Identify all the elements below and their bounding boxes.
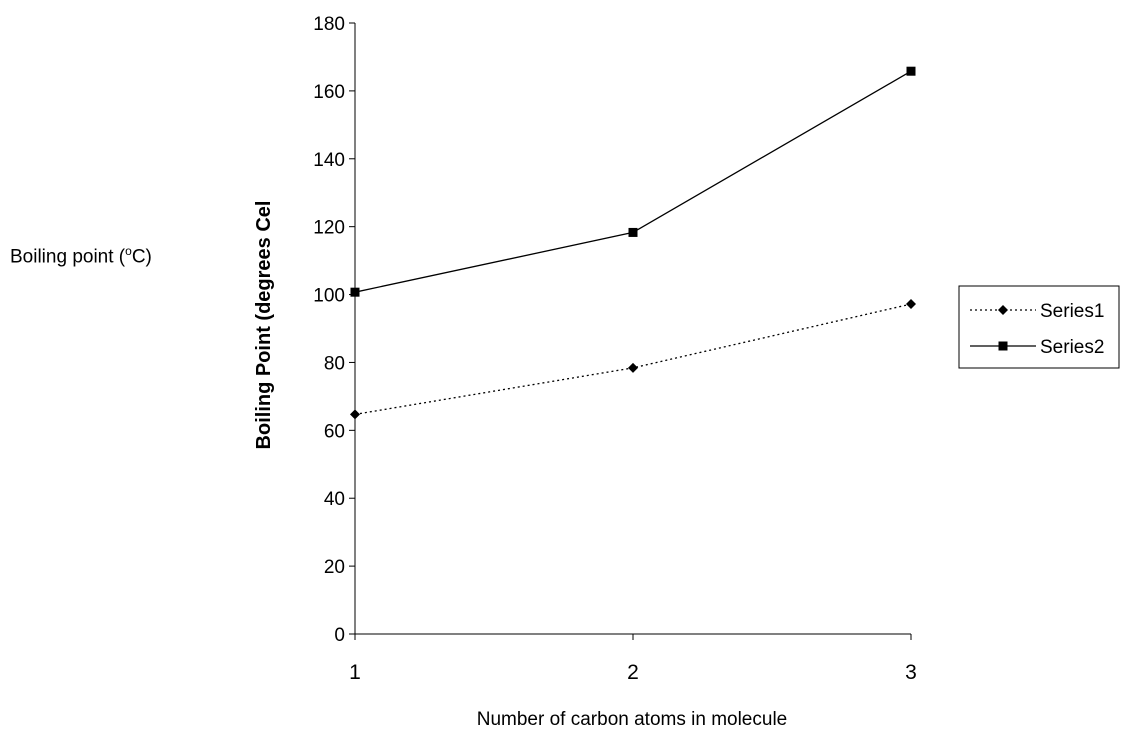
y-tick-label: 80 [324, 353, 345, 374]
outer-label-prefix: Boiling point ( [10, 246, 126, 268]
series-1-line [354, 303, 912, 416]
legend-marker-1 [998, 305, 1008, 315]
y-tick-label: 40 [324, 489, 345, 510]
x-tick-label: 3 [905, 661, 917, 684]
y-tick-label: 60 [324, 421, 345, 442]
series-2-point [628, 227, 638, 237]
x-tick-label: 1 [349, 661, 361, 684]
series-2-point [350, 287, 360, 297]
x-axis-title: Number of carbon atoms in molecule [477, 709, 787, 730]
x-tick-label: 2 [627, 661, 639, 684]
legend-marker-2 [998, 341, 1008, 351]
y-tick-label: 160 [313, 82, 345, 103]
series-2 [350, 66, 916, 297]
series-1-point [350, 409, 360, 420]
axes-layer: 0 20 40 60 80 100 120 140 160 180 1 2 3 [313, 14, 917, 684]
legend-box [958, 285, 1120, 369]
series-2-line [354, 70, 912, 293]
series-2-point [906, 66, 916, 76]
series-1-point [628, 362, 638, 373]
legend-label-2: Series2 [1040, 337, 1104, 358]
series-1 [350, 299, 916, 420]
y-tick-label: 120 [313, 218, 345, 239]
y-tick-label: 0 [334, 625, 345, 646]
outer-label-superscript: o [125, 244, 132, 258]
series-1-point [906, 299, 916, 310]
legend: Series1 Series2 [958, 285, 1120, 369]
y-tick-label: 180 [313, 14, 345, 35]
y-tick-label: 100 [313, 286, 345, 307]
outer-label-suffix: C) [131, 246, 152, 268]
series-layer [350, 66, 916, 420]
outer-boiling-point-label: Boiling point (oC) [10, 244, 152, 268]
y-tick-label: 20 [324, 557, 345, 578]
y-axis-title: Boiling Point (degrees Cel [253, 201, 275, 450]
legend-label-1: Series1 [1040, 301, 1104, 322]
y-tick-label: 140 [313, 150, 345, 171]
